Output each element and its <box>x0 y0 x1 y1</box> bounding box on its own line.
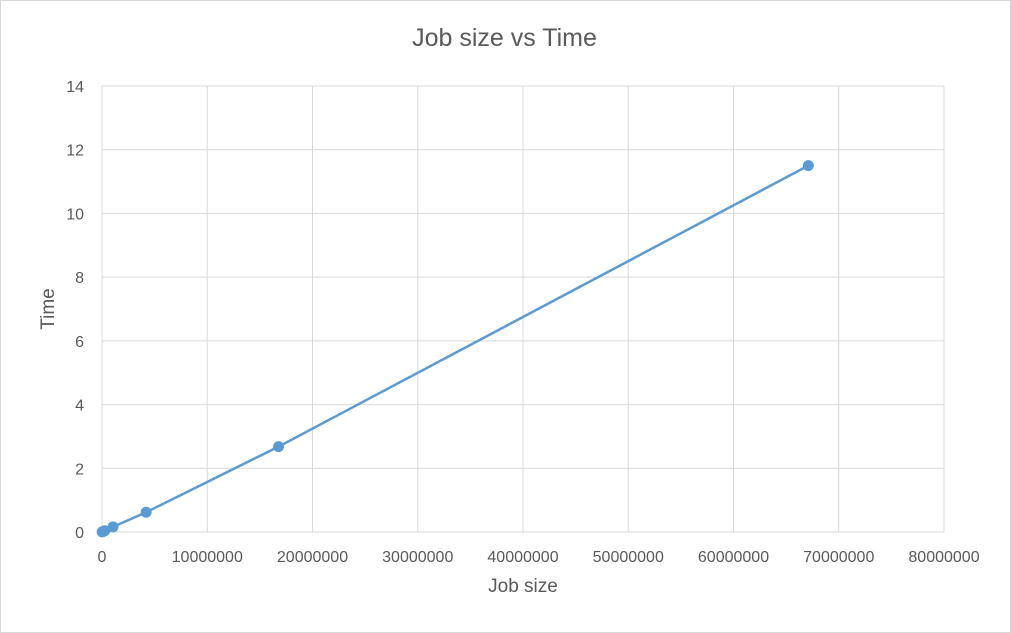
y-tick-label: 8 <box>75 270 84 287</box>
x-axis-title: Job size <box>488 576 558 597</box>
y-tick-label: 14 <box>66 79 84 96</box>
data-point <box>107 521 119 533</box>
y-tick-label: 2 <box>75 461 84 478</box>
data-point <box>802 160 814 172</box>
x-tick-label: 20000000 <box>277 549 348 566</box>
data-point <box>273 441 285 453</box>
y-tick-label: 6 <box>75 334 84 351</box>
x-tick-label: 60000000 <box>698 549 769 566</box>
x-tick-label: 30000000 <box>382 549 453 566</box>
chart-title: Job size vs Time <box>412 24 597 52</box>
x-tick-label: 50000000 <box>593 549 664 566</box>
y-tick-label: 10 <box>66 206 84 223</box>
data-series <box>96 160 814 538</box>
gridlines <box>101 85 945 533</box>
y-tick-label: 4 <box>75 398 84 415</box>
x-tick-label: 80000000 <box>908 549 979 566</box>
data-point <box>140 506 152 518</box>
x-tick-label: 40000000 <box>487 549 558 566</box>
x-tick-label: 0 <box>98 549 107 566</box>
series-line <box>101 164 809 534</box>
y-tick-label: 12 <box>66 143 84 160</box>
x-tick-label: 70000000 <box>803 549 874 566</box>
x-tick-label: 10000000 <box>172 549 243 566</box>
tick-labels: 0 10000000 20000000 30000000 40000000 5000000… <box>66 79 979 566</box>
y-tick-label: 0 <box>75 525 84 542</box>
